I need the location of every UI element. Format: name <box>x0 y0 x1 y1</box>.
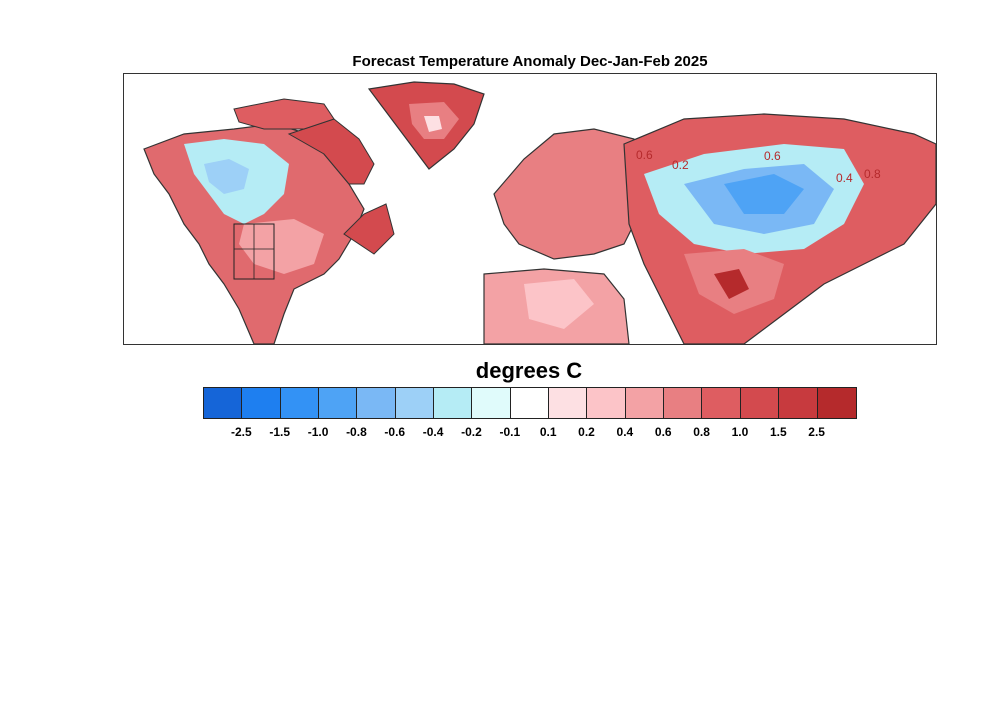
contour-label: 0.8 <box>864 167 881 181</box>
tick-label: -0.8 <box>346 425 367 439</box>
color-swatch <box>740 388 780 418</box>
color-scale-ticks: -2.5 -1.5 -1.0 -0.8 -0.6 -0.4 -0.2 -0.1 0.1 0.2 0.… <box>203 425 855 441</box>
color-swatch <box>587 388 626 418</box>
tick-label: -1.5 <box>269 425 291 439</box>
temperature-anomaly-map: 0.6 0.2 0.6 0.4 0.8 <box>123 73 937 345</box>
europe-africa-region <box>483 128 645 344</box>
color-swatch <box>817 388 856 418</box>
color-swatch <box>280 388 320 418</box>
color-swatch <box>395 388 435 418</box>
tick-label: 0.1 <box>539 425 557 439</box>
contour-label: 0.6 <box>764 149 781 163</box>
tick-label: -1.0 <box>307 425 329 439</box>
color-swatch <box>319 388 358 418</box>
tick-label: -2.5 <box>231 425 252 439</box>
tick-label: 0.6 <box>654 425 672 439</box>
color-scale-bar <box>203 387 857 419</box>
color-swatch <box>357 388 396 418</box>
color-swatch <box>472 388 511 418</box>
tick-label: 0.8 <box>693 425 710 439</box>
color-swatch <box>549 388 588 418</box>
tick-label: 0.2 <box>578 425 595 439</box>
tick-label: 2.5 <box>808 425 825 439</box>
arctic-islands <box>233 98 335 130</box>
tick-label: 0.4 <box>616 425 634 439</box>
tick-label: -0.1 <box>499 425 521 439</box>
map-title: Forecast Temperature Anomaly Dec-Jan-Feb… <box>352 53 708 70</box>
contour-label: 0.2 <box>672 158 689 172</box>
contour-label: 0.6 <box>636 148 653 162</box>
color-swatch <box>204 388 243 418</box>
north-america-region <box>143 118 395 344</box>
contour-label: 0.4 <box>836 171 853 185</box>
tick-label: -0.4 <box>422 425 444 439</box>
color-swatch <box>625 388 665 418</box>
tick-label: 1.0 <box>731 425 749 439</box>
color-swatch <box>242 388 281 418</box>
asia-region <box>623 113 936 344</box>
tick-label: -0.2 <box>461 425 482 439</box>
tick-label: 1.5 <box>769 425 787 439</box>
color-swatch <box>434 388 473 418</box>
color-swatch <box>779 388 818 418</box>
color-swatch <box>510 388 550 418</box>
map-canvas: 0.6 0.2 0.6 0.4 0.8 <box>143 81 936 344</box>
color-swatch <box>664 388 703 418</box>
color-swatch <box>702 388 741 418</box>
greenland-region <box>367 81 485 170</box>
tick-label: -0.6 <box>384 425 406 439</box>
legend-title: degrees C <box>475 358 583 383</box>
